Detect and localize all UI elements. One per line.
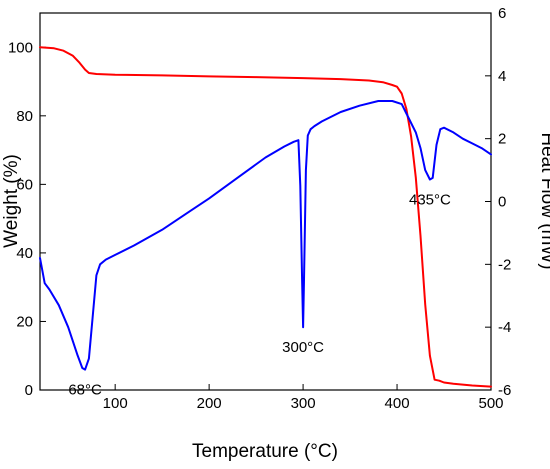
y-left-tick-label: 0 bbox=[25, 382, 33, 399]
y-left-tick-label: 80 bbox=[16, 108, 33, 125]
peak-annotation: 435°C bbox=[409, 192, 451, 209]
y-axis-left: 0 20 40 60 80 100 bbox=[8, 39, 46, 399]
x-tick-label: 300 bbox=[291, 395, 316, 412]
y-right-tick-label: -6 bbox=[498, 382, 511, 399]
y-left-tick-label: 100 bbox=[8, 39, 33, 56]
y-right-tick-label: 4 bbox=[498, 68, 506, 85]
y-right-tick-label: -4 bbox=[498, 319, 511, 336]
y-axis-right-label: Heat Flow (mW) bbox=[537, 132, 550, 269]
peak-annotation: 300°C bbox=[282, 339, 324, 356]
x-axis-label: Temperature (°C) bbox=[192, 441, 338, 462]
y-right-tick-label: 2 bbox=[498, 131, 506, 148]
annotations: 68°C 300°C 435°C bbox=[68, 192, 451, 399]
y-right-tick-label: 0 bbox=[498, 194, 506, 211]
x-tick-label: 400 bbox=[385, 395, 410, 412]
y-right-tick-label: 6 bbox=[498, 5, 506, 22]
y-left-tick-label: 20 bbox=[16, 313, 33, 330]
y-left-tick-label: 40 bbox=[16, 245, 33, 262]
x-tick-label: 500 bbox=[478, 395, 503, 412]
heat-flow-line bbox=[39, 100, 492, 371]
series-group bbox=[39, 46, 492, 388]
x-tick-label: 100 bbox=[103, 395, 128, 412]
y-left-tick-label: 60 bbox=[16, 176, 33, 193]
y-axis-left-label: Weight (%) bbox=[1, 154, 22, 248]
x-tick-label: 200 bbox=[197, 395, 222, 412]
y-axis-right: -6 -4 -2 0 2 4 6 bbox=[485, 5, 511, 399]
y-right-tick-label: -2 bbox=[498, 256, 511, 273]
weight-line bbox=[39, 46, 492, 388]
peak-annotation: 68°C bbox=[68, 382, 102, 399]
x-axis: 100 200 300 400 500 bbox=[103, 384, 504, 412]
